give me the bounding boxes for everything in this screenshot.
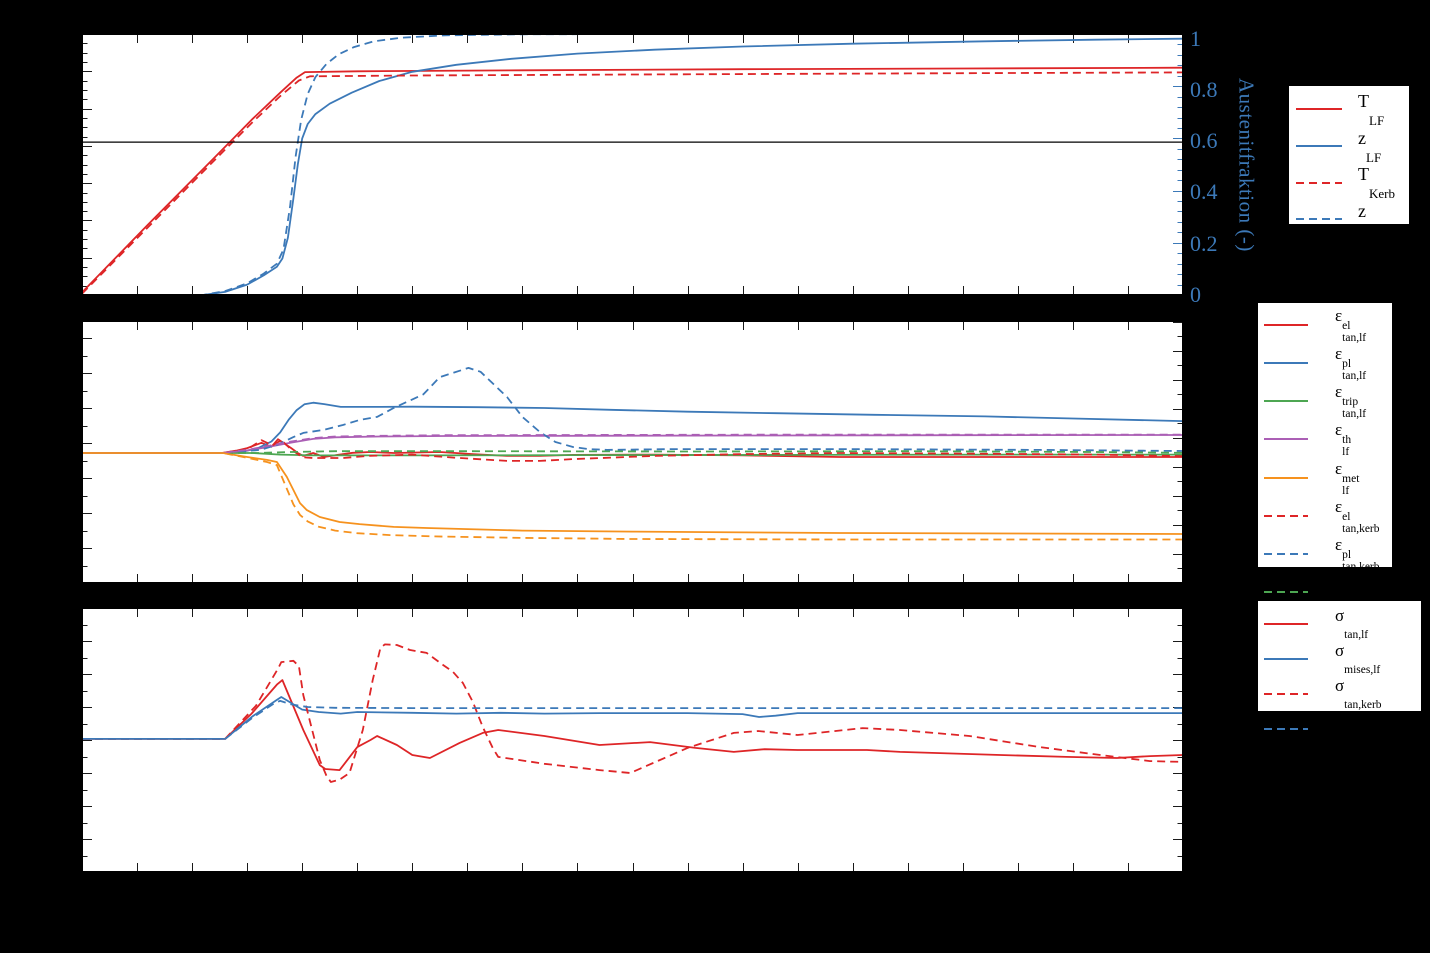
right-axis-tick-0.2: 0.2 <box>1190 231 1218 256</box>
legend-item: ε trip tan,lf <box>1258 382 1392 420</box>
legend-line-sample <box>1264 324 1308 327</box>
legend-stress: σ tan,lf σ mises,lf σ tan,kerb σ mises, kerb <box>1257 600 1422 746</box>
legend-item: ε el tan,lf <box>1258 306 1392 344</box>
legend-item: ε pl tan,kerb <box>1258 535 1392 573</box>
legend-item: ε pl tan,lf <box>1258 344 1392 382</box>
legend-line-sample <box>1264 400 1308 403</box>
legend-line-sample <box>1264 622 1308 625</box>
right-axis-title: Austenitfraktion (-) <box>1234 78 1259 252</box>
legend-line-sample <box>1296 254 1342 257</box>
legend-label: ε pl tan,lf <box>1335 344 1367 383</box>
legend-item: z Kerb <box>1289 201 1409 238</box>
legend-label: ε th lf <box>1335 420 1352 459</box>
legend-label: T LF <box>1358 91 1385 128</box>
legend-label: ε trip tan,lf <box>1335 382 1367 421</box>
right-axis-tick-0.4: 0.4 <box>1190 179 1218 204</box>
legend-line-sample <box>1264 514 1308 517</box>
legend-item: σ tan,kerb <box>1258 676 1421 711</box>
plot-strain <box>82 321 1183 583</box>
right-axis-tick-1: 1 <box>1190 26 1201 51</box>
plot-stress <box>82 608 1183 872</box>
legend-line-sample <box>1264 590 1308 593</box>
legend-label: z Kerb <box>1358 200 1392 238</box>
legend-item: σ tan,lf <box>1258 606 1421 641</box>
legend-item: A C1 <box>1289 238 1409 275</box>
temperature-chart <box>82 34 1183 295</box>
legend-label: A C1 <box>1358 237 1387 275</box>
right-axis-tick-0.8: 0.8 <box>1190 77 1218 102</box>
legend-line-sample <box>1296 181 1342 184</box>
stress-chart <box>82 608 1183 872</box>
legend-label: σ tan,lf <box>1335 606 1369 641</box>
legend-line-sample <box>1264 476 1308 479</box>
right-axis-tick-0.6: 0.6 <box>1190 128 1218 153</box>
legend-item: σ mises, kerb <box>1258 711 1421 746</box>
legend-line-sample <box>1296 144 1342 147</box>
legend-label: ε el tan,lf <box>1335 306 1367 345</box>
legend-label: σ mises, kerb <box>1335 711 1397 747</box>
legend-label: ε met lf <box>1335 458 1360 497</box>
legend-line-sample <box>1264 552 1308 555</box>
legend-line-sample <box>1264 438 1308 441</box>
legend-line-sample <box>1264 362 1308 365</box>
legend-label: σ tan,kerb <box>1335 676 1382 712</box>
legend-item: ε met lf <box>1258 459 1392 497</box>
legend-item: ε th lf <box>1258 420 1392 458</box>
plot-temperature <box>82 34 1183 295</box>
legend-label: ε pl tan,kerb <box>1335 534 1380 573</box>
right-axis-tick-0: 0 <box>1190 282 1201 307</box>
legend-item: ε el tan,kerb <box>1258 497 1392 535</box>
legend-label: z LF <box>1358 127 1382 165</box>
legend-label: ε el tan,kerb <box>1335 496 1380 535</box>
legend-item: T Kerb <box>1289 164 1409 201</box>
legend-label: T Kerb <box>1358 164 1395 202</box>
legend-item: z LF <box>1289 128 1409 165</box>
legend-item: T LF <box>1289 91 1409 128</box>
legend-item: σ mises,lf <box>1258 641 1421 676</box>
strain-chart <box>82 321 1183 583</box>
legend-line-sample <box>1264 727 1308 730</box>
legend-line-sample <box>1296 218 1342 221</box>
legend-temperature: T LF z LF T Kerb z Kerb A C1 <box>1288 85 1410 274</box>
legend-line-sample <box>1264 657 1308 660</box>
legend-line-sample <box>1296 108 1342 111</box>
legend-line-sample <box>1264 692 1308 695</box>
legend-label: σ mises,lf <box>1335 641 1381 677</box>
